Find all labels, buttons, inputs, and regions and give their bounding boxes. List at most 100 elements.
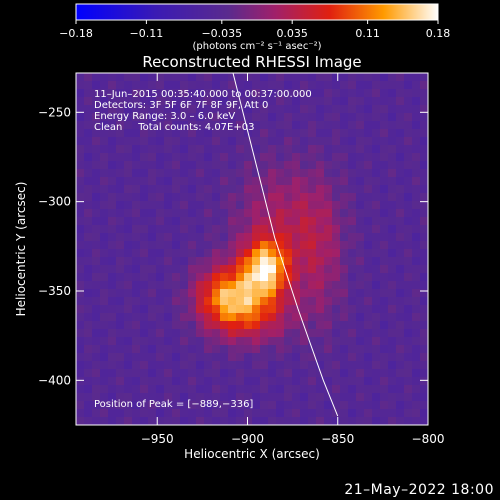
heatmap-cell xyxy=(340,201,349,210)
heatmap-cell xyxy=(220,273,229,282)
heatmap-cell xyxy=(300,217,309,226)
heatmap-cell xyxy=(244,273,253,282)
heatmap-cell xyxy=(188,297,197,306)
heatmap-cell xyxy=(76,73,85,82)
heatmap-cell xyxy=(380,321,389,330)
heatmap-cell xyxy=(356,369,365,378)
heatmap-cell xyxy=(100,257,109,266)
heatmap-cell xyxy=(260,81,269,90)
heatmap-cell xyxy=(164,409,173,418)
heatmap-cell xyxy=(388,273,397,282)
heatmap-cell xyxy=(212,401,221,410)
heatmap-cell xyxy=(244,313,253,322)
heatmap-cell xyxy=(100,121,109,130)
heatmap-cell xyxy=(332,217,341,226)
heatmap-cell xyxy=(316,217,325,226)
heatmap-cell xyxy=(140,297,149,306)
heatmap-cell xyxy=(124,97,133,106)
heatmap-cell xyxy=(236,177,245,186)
heatmap-cell xyxy=(148,313,157,322)
heatmap-cell xyxy=(140,145,149,154)
heatmap-cell xyxy=(372,201,381,210)
heatmap-cell xyxy=(204,233,213,242)
heatmap-cell xyxy=(76,369,85,378)
heatmap-cell xyxy=(204,137,213,146)
heatmap-cell xyxy=(412,329,421,338)
heatmap-cell xyxy=(420,161,428,170)
heatmap-cell xyxy=(212,209,221,218)
heatmap-cell xyxy=(396,233,405,242)
heatmap-cell xyxy=(364,393,373,402)
heatmap-cell xyxy=(148,201,157,210)
heatmap-cell xyxy=(260,145,269,154)
heatmap-cell xyxy=(412,73,421,82)
heatmap-cell xyxy=(308,257,317,266)
heatmap-cell xyxy=(268,401,277,410)
heatmap-cell xyxy=(172,369,181,378)
heatmap-cell xyxy=(396,361,405,370)
heatmap-cell xyxy=(356,385,365,394)
heatmap-cell xyxy=(388,193,397,202)
heatmap-cell xyxy=(188,177,197,186)
heatmap-cell xyxy=(260,169,269,178)
heatmap-cell xyxy=(124,265,133,274)
heatmap-cell xyxy=(172,417,181,425)
heatmap-cell xyxy=(364,225,373,234)
heatmap-cell xyxy=(100,401,109,410)
heatmap-cell xyxy=(204,289,213,298)
heatmap-cell xyxy=(180,217,189,226)
heatmap-cell xyxy=(348,281,357,290)
heatmap-cell xyxy=(108,393,117,402)
heatmap-cell xyxy=(156,361,165,370)
heatmap-cell xyxy=(380,233,389,242)
heatmap-cell xyxy=(244,137,253,146)
heatmap-cell xyxy=(164,281,173,290)
heatmap-cell xyxy=(332,129,341,138)
heatmap-cell xyxy=(196,137,205,146)
heatmap-cell xyxy=(236,329,245,338)
heatmap-cell xyxy=(196,177,205,186)
heatmap-cell xyxy=(324,409,333,418)
heatmap-cell xyxy=(76,257,85,266)
heatmap-cell xyxy=(236,417,245,425)
heatmap-cell xyxy=(84,417,93,425)
heatmap-cell xyxy=(268,257,277,266)
heatmap-cell xyxy=(348,417,357,425)
heatmap-cell xyxy=(340,209,349,218)
heatmap-cell xyxy=(116,89,125,98)
heatmap-cell xyxy=(420,385,428,394)
heatmap-cell xyxy=(172,281,181,290)
heatmap-cell xyxy=(404,385,413,394)
heatmap-cell xyxy=(332,169,341,178)
heatmap-cell xyxy=(212,321,221,330)
heatmap-cell xyxy=(340,73,349,82)
heatmap-cell xyxy=(76,217,85,226)
heatmap-cell xyxy=(172,121,181,130)
heatmap-cell xyxy=(292,145,301,154)
heatmap-cell xyxy=(260,289,269,298)
heatmap-cell xyxy=(140,353,149,362)
heatmap-cell xyxy=(332,337,341,346)
y-axis-label: Heliocentric Y (arcsec) xyxy=(14,182,28,317)
heatmap-cell xyxy=(324,233,333,242)
heatmap-cell xyxy=(92,401,101,410)
heatmap-cell xyxy=(180,329,189,338)
heatmap-cell xyxy=(412,345,421,354)
heatmap-cell xyxy=(84,153,93,162)
heatmap-cell xyxy=(300,233,309,242)
heatmap-cell xyxy=(316,409,325,418)
heatmap-cell xyxy=(412,209,421,218)
heatmap-cell xyxy=(268,161,277,170)
heatmap-cell xyxy=(284,409,293,418)
heatmap-cell xyxy=(212,377,221,386)
heatmap-cell xyxy=(340,121,349,130)
heatmap-cell xyxy=(260,321,269,330)
heatmap-cell xyxy=(212,81,221,90)
heatmap-cell xyxy=(404,417,413,425)
heatmap-cell xyxy=(236,209,245,218)
heatmap-cell xyxy=(244,305,253,314)
heatmap-cell xyxy=(332,185,341,194)
heatmap-cell xyxy=(348,401,357,410)
heatmap-cell xyxy=(180,121,189,130)
heatmap-cell xyxy=(340,145,349,154)
